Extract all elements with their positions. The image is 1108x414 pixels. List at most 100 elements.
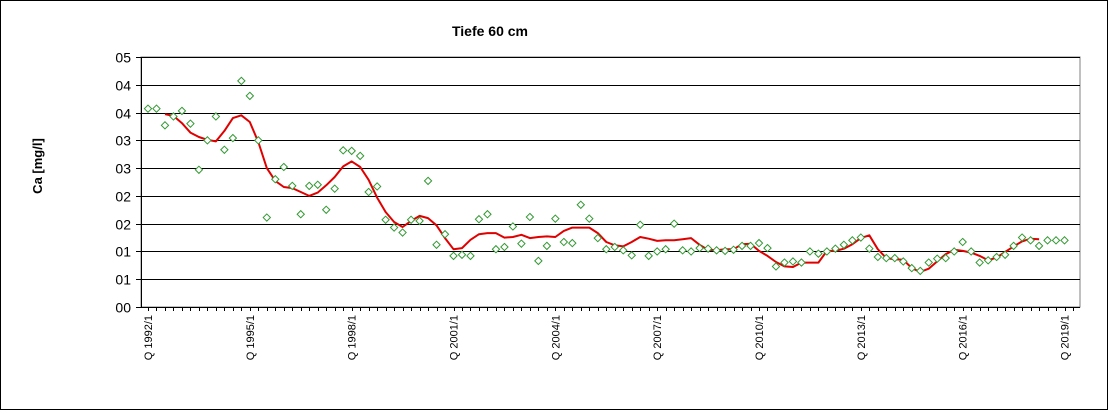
data-point [466,251,475,261]
data-point [737,241,747,251]
y-tick-label: 03 [115,133,131,149]
data-point [1009,241,1018,251]
data-point [551,214,560,223]
y-tick-label: 05 [115,50,131,66]
data-point [941,253,951,263]
data-point [992,252,1001,262]
data-point [406,215,416,225]
data-point [1017,233,1027,242]
data-point [788,257,798,266]
data-point [457,250,467,260]
data-point [321,205,331,215]
data-point [873,252,883,262]
data-point [474,214,484,224]
data-point [966,247,976,256]
data-point [805,247,815,256]
data-point [831,244,840,253]
data-point [186,119,195,128]
data-point [1051,236,1061,245]
y-tick-label: 04 [115,78,131,94]
data-point [983,256,993,265]
data-point [924,258,934,267]
data-point [254,136,263,145]
data-point [746,241,755,251]
data-point [652,247,662,256]
data-point [848,236,857,245]
data-point [559,237,569,247]
data-point [1026,236,1035,245]
data-point [143,104,153,113]
data-point [355,151,365,161]
data-point [822,247,832,256]
data-point [720,246,730,256]
data-point [517,239,526,248]
data-point [220,145,229,155]
data-point [627,251,637,260]
data-point [500,242,509,252]
y-tick-label: 02 [115,189,131,205]
data-point [415,216,424,226]
data-point [177,106,187,116]
data-point [915,266,925,276]
data-point [695,243,704,253]
chart-title: Tiefe 60 cm [452,23,528,39]
data-point [686,247,696,256]
data-point [763,243,772,253]
data-point [593,233,603,243]
y-tick-label: 04 [115,106,131,122]
data-point [372,182,382,191]
data-point [381,215,390,225]
plot-border [140,56,1081,308]
data-point [1000,250,1010,260]
x-tick-label: Q 2010/1 [754,315,766,360]
data-point [780,258,789,267]
data-point [364,187,373,197]
y-tick-label: 00 [115,300,131,316]
y-tick-label: 03 [115,161,131,177]
data-point [440,229,450,239]
data-point [958,237,967,247]
data-point [610,242,620,252]
data-point [237,76,246,86]
data-point [534,256,543,266]
data-point [169,112,178,121]
data-point [576,200,586,210]
data-point [449,251,458,261]
data-point [975,258,984,267]
y-tick-label: 01 [115,244,131,260]
data-point [245,91,255,101]
data-point [194,165,204,175]
x-tick-label: Q 1992/1 [143,315,155,360]
x-tick-label: Q 1998/1 [347,315,359,360]
data-point [287,181,297,191]
data-point [865,244,874,253]
x-tick-label: Q 2016/1 [958,315,970,360]
data-point [423,176,433,186]
data-point [1034,241,1044,251]
data-point [1043,236,1052,245]
data-point [703,244,713,253]
x-tick-label: Q 2019/1 [1060,315,1072,360]
data-point [152,104,161,113]
data-point [678,246,687,255]
data-point [712,246,721,255]
data-point [228,133,238,143]
line-series [164,113,1040,273]
data-point [839,240,849,250]
data-point [304,181,314,191]
data-point [160,121,170,130]
y-tick-label: 02 [115,217,131,233]
data-point [898,257,908,266]
data-point [669,219,679,228]
y-tick-label: 01 [115,272,131,288]
data-point [644,251,653,261]
data-point [601,244,611,254]
data-point [1060,236,1069,245]
data-point [907,263,917,273]
data-point [338,146,348,155]
data-point [203,136,212,145]
data-point [584,214,594,223]
data-point [279,162,289,172]
data-point [771,262,781,271]
data-point [508,222,518,231]
